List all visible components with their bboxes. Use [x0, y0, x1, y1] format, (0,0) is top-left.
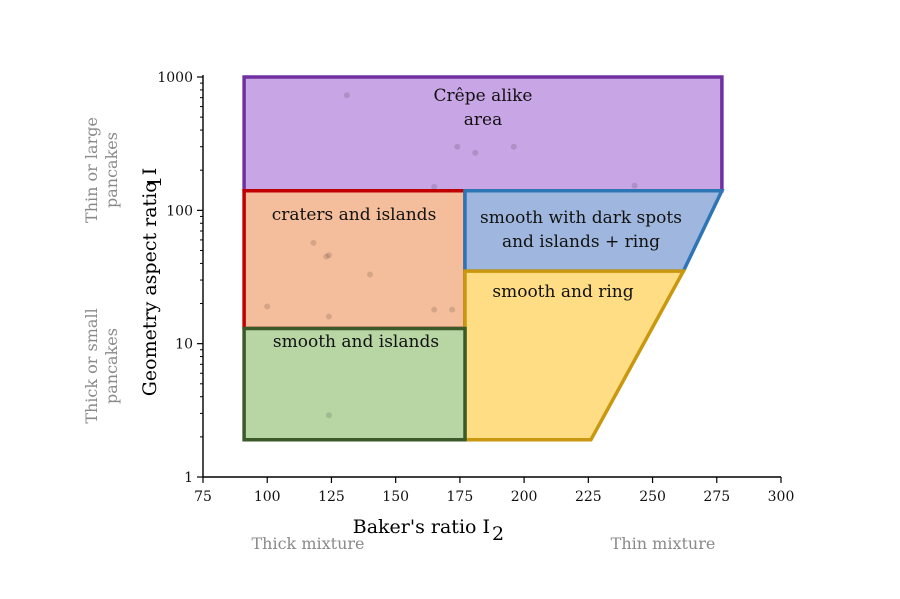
data-point: [264, 303, 271, 310]
region-label-craters-and-islands-line1: craters and islands: [272, 205, 437, 225]
points-layer: [264, 92, 638, 419]
y-tick-label: 10: [175, 337, 193, 353]
x-axis-title: Baker's ratio I: [353, 516, 490, 538]
data-point: [343, 92, 350, 99]
y-note-high-line2: pancakes: [102, 132, 121, 208]
y-tick-label: 1: [184, 470, 193, 486]
x-tick-label: 300: [768, 489, 795, 505]
x-axis-title-subscript: 2: [492, 523, 504, 545]
data-point: [631, 182, 638, 189]
x-tick-label: 225: [575, 489, 602, 505]
data-point: [325, 412, 332, 419]
y-tick-label: 100: [166, 203, 193, 219]
x-tick-label: 150: [382, 489, 409, 505]
x-note-high: Thin mixture: [611, 534, 716, 553]
data-point: [325, 252, 332, 259]
axes-layer: [202, 75, 781, 478]
x-tick-label: 200: [511, 489, 538, 505]
data-point: [367, 271, 373, 278]
region-label-cr-pe-alike-area-line1: Crêpe alike: [434, 86, 533, 106]
data-point: [310, 239, 317, 246]
y-note-high-line1: Thin or large: [82, 117, 101, 223]
x-tick-label: 175: [447, 489, 474, 505]
region-smooth-with-dark-spots-and-islands-ring: [463, 189, 725, 273]
y-note-low-line2: pancakes: [102, 328, 121, 404]
data-point: [454, 143, 461, 150]
data-point: [323, 253, 330, 260]
y-axis-title: Geometry aspect ratio I: [139, 168, 161, 397]
x-tick-label: 125: [318, 489, 345, 505]
x-note-low: Thick mixture: [252, 534, 365, 553]
data-point: [472, 149, 479, 156]
data-point: [431, 306, 438, 313]
region-label-smooth-and-islands-line1: smooth and islands: [273, 332, 439, 352]
regions-layer: [242, 75, 725, 442]
data-point: [449, 306, 456, 313]
data-point: [510, 143, 517, 150]
ticks-layer: 75 100 125 150 175 200 225 250 275 300 1 10 100 1000: [157, 70, 794, 505]
region-label-smooth-with-dark-spots-and-islands-ring-line2: and islands + ring: [502, 232, 660, 252]
x-tick-label: 75: [194, 489, 212, 505]
region-label-cr-pe-alike-area-line2: area: [464, 110, 502, 130]
y-tick-label: 1000: [157, 70, 193, 86]
x-tick-label: 100: [254, 489, 281, 505]
region-smooth-and-islands: [242, 326, 467, 442]
region-labels-layer: Crêpe alike area craters and islands smooth…: [272, 86, 682, 352]
region-label-smooth-with-dark-spots-and-islands-ring-line1: smooth with dark spots: [480, 208, 682, 228]
x-tick-label: 250: [639, 489, 666, 505]
region-label-smooth-and-ring-line1: smooth and ring: [492, 282, 633, 302]
y-axis-title-subscript: 1: [144, 176, 166, 188]
data-point: [431, 183, 438, 190]
y-note-low-line1: Thick or small: [82, 308, 101, 423]
x-tick-label: 275: [703, 489, 730, 505]
data-point: [325, 313, 332, 320]
